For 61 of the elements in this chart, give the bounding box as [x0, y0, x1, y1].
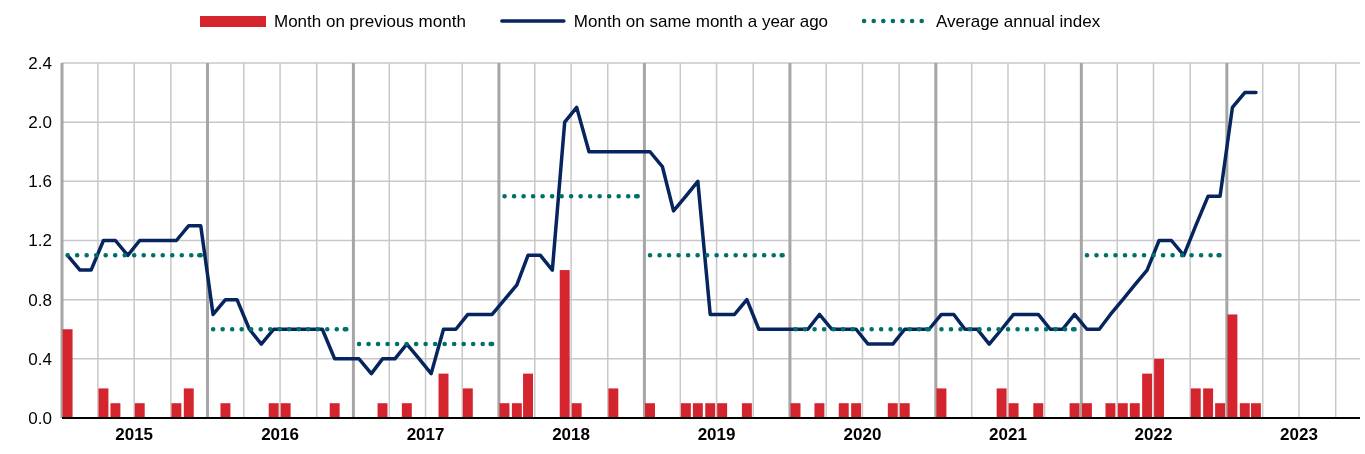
bar: [645, 403, 655, 418]
bar: [741, 403, 752, 418]
x-tick-label: 2016: [261, 425, 299, 444]
legend-label: Month on same month a year ago: [573, 11, 829, 31]
bar: [1215, 403, 1226, 418]
bar: [183, 388, 194, 418]
bar: [571, 403, 582, 418]
bar: [1227, 314, 1238, 418]
bar: [171, 403, 182, 418]
bar: [936, 388, 947, 418]
bar: [220, 403, 231, 418]
bar: [110, 403, 121, 418]
bar: [899, 403, 910, 418]
x-tick-label: 2019: [697, 425, 736, 444]
y-tick-label: 0.8: [28, 290, 52, 310]
bar: [1190, 388, 1201, 418]
x-tick-label: 2015: [115, 425, 154, 444]
bar: [1129, 403, 1140, 418]
bar: [268, 403, 279, 418]
bar: [851, 403, 862, 418]
bar: [462, 388, 473, 418]
bar: [1142, 373, 1153, 418]
bar: [559, 270, 570, 418]
bar: [692, 403, 703, 418]
bar: [1033, 403, 1044, 418]
bar: [280, 403, 291, 418]
bar: [814, 403, 825, 418]
x-tick-label: 2017: [406, 425, 445, 444]
y-tick-label: 2.0: [28, 113, 52, 133]
bar: [680, 403, 691, 418]
bar: [1203, 388, 1214, 418]
y-tick-label: 1.6: [28, 172, 52, 192]
y-tick-label: 0.4: [28, 349, 52, 369]
y-tick-label: 2.4: [28, 53, 52, 73]
bar: [134, 403, 145, 418]
bar: [1069, 403, 1080, 418]
bar: [608, 388, 619, 418]
bar: [329, 403, 340, 418]
x-tick-label: 2020: [843, 425, 882, 444]
legend-label: Month on previous month: [274, 11, 466, 31]
bar: [98, 388, 109, 418]
y-tick-label: 1.2: [28, 231, 52, 251]
legend-label: Average annual index: [936, 11, 1101, 31]
bar: [996, 388, 1007, 418]
bar: [887, 403, 898, 418]
line-series: [65, 90, 1258, 376]
x-tick-label: 2018: [552, 425, 590, 444]
bar: [717, 403, 728, 418]
bar: [1105, 403, 1116, 418]
x-tick-label: 2023: [1280, 425, 1318, 444]
y-tick-label: 0.0: [28, 408, 52, 428]
bar: [1117, 403, 1128, 418]
x-tick-label: 2022: [1134, 425, 1173, 444]
bar: [1154, 358, 1165, 418]
bar: [1008, 403, 1019, 418]
bar: [705, 403, 716, 418]
x-tick-label: 2021: [989, 425, 1027, 444]
bar: [838, 403, 849, 418]
bar: [62, 329, 73, 418]
bar: [1081, 403, 1092, 418]
bar: [401, 403, 412, 418]
